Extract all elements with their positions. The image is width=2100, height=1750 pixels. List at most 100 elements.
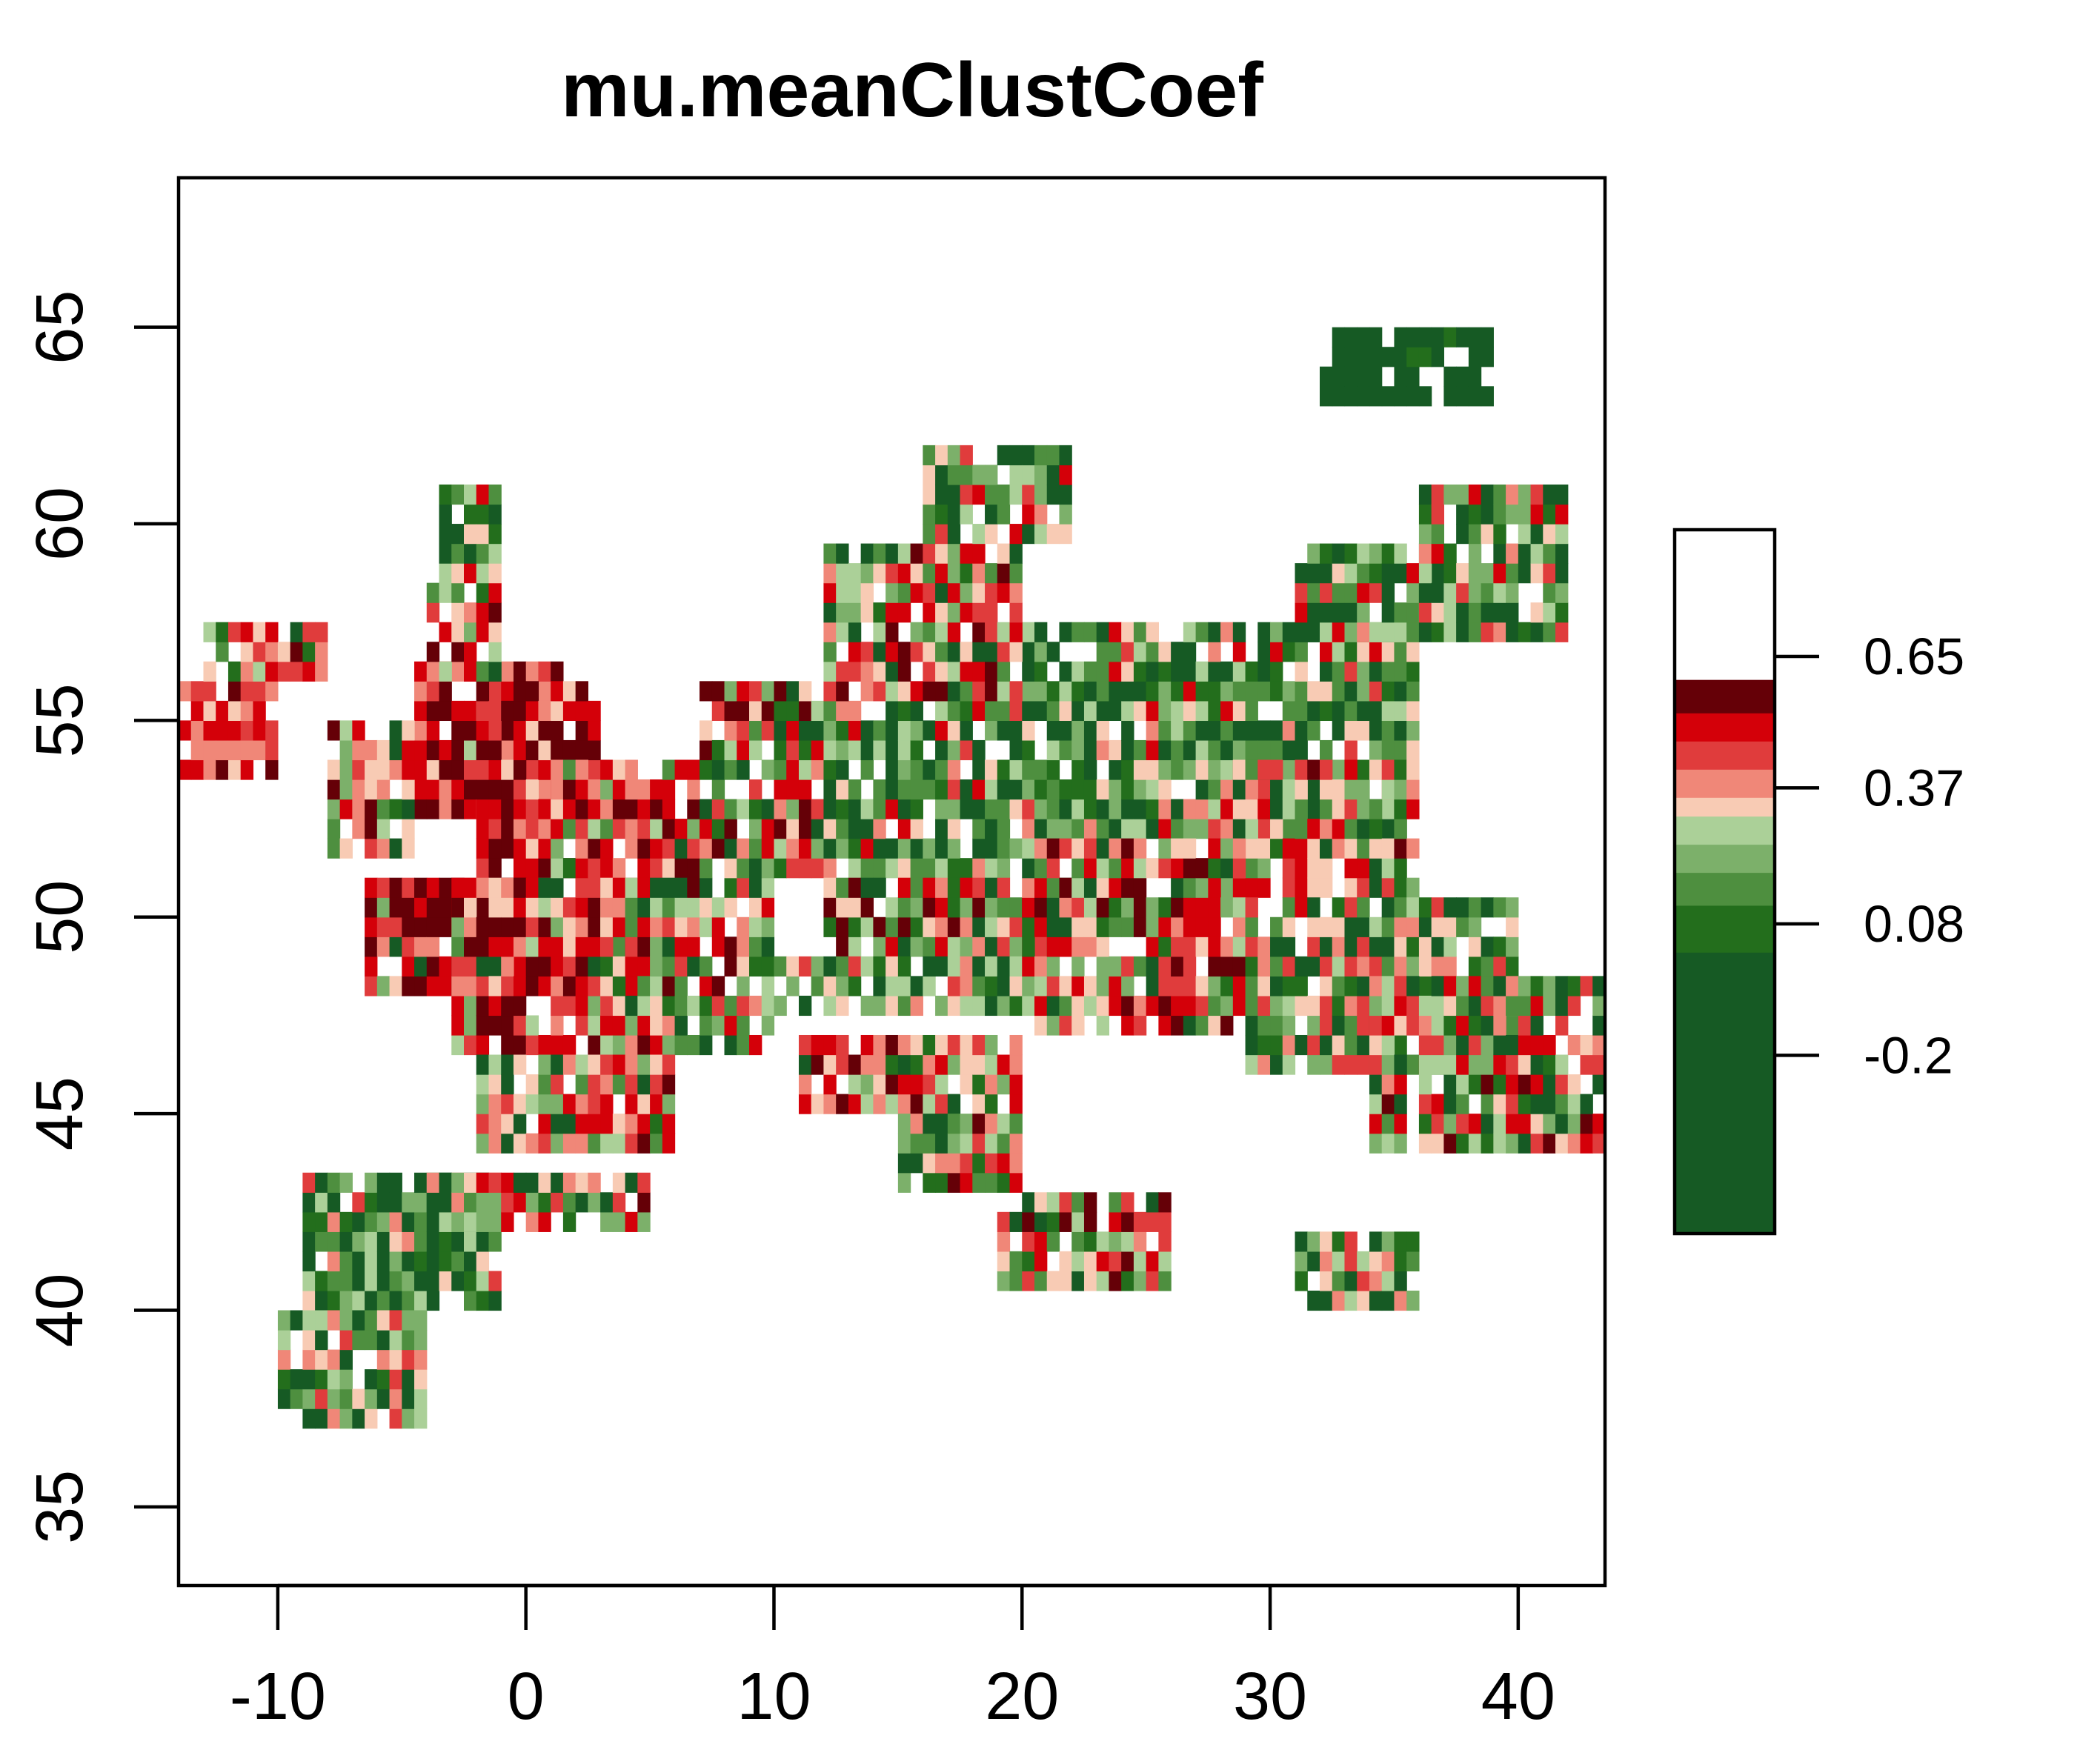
- heatmap-cell: [538, 877, 551, 898]
- heatmap-cell: [600, 858, 614, 879]
- heatmap-cell: [414, 1388, 428, 1409]
- heatmap-cell: [798, 1094, 812, 1114]
- heatmap-cell: [1320, 1231, 1333, 1252]
- heatmap-cell: [302, 1349, 316, 1370]
- heatmap-cell: [1344, 563, 1358, 584]
- heatmap-cell: [1046, 642, 1060, 662]
- heatmap-cell: [1394, 819, 1407, 839]
- heatmap-cell: [1146, 700, 1159, 722]
- heatmap-cell: [1506, 1074, 1519, 1095]
- heatmap-cell: [1543, 1034, 1556, 1056]
- heatmap-cell: [625, 897, 638, 918]
- heatmap-cell: [352, 1290, 365, 1311]
- heatmap-cell: [488, 661, 502, 682]
- heatmap-cell: [426, 1192, 440, 1213]
- heatmap-cell: [1059, 1211, 1072, 1232]
- heatmap-cell: [1022, 779, 1035, 800]
- heatmap-cell: [501, 1074, 514, 1095]
- heatmap-cell: [538, 956, 551, 977]
- heatmap-cell: [985, 995, 998, 1017]
- heatmap-cell: [1320, 1054, 1333, 1075]
- heatmap-cell: [1245, 700, 1258, 722]
- heatmap-cell: [972, 1114, 986, 1134]
- heatmap-cell: [1109, 838, 1122, 859]
- heatmap-cell: [1357, 720, 1370, 741]
- heatmap-cell: [1431, 563, 1444, 584]
- heatmap-cell: [1146, 1192, 1159, 1213]
- heatmap-cell: [972, 484, 986, 505]
- heatmap-cell: [1245, 720, 1258, 741]
- heatmap-cell: [1183, 838, 1197, 859]
- heatmap-cell: [1022, 700, 1035, 722]
- heatmap-cell: [389, 1388, 402, 1409]
- heatmap-cell: [1232, 956, 1246, 977]
- heatmap-cell: [625, 799, 638, 819]
- heatmap-cell: [1406, 1251, 1420, 1272]
- heatmap-cell: [700, 838, 713, 859]
- heatmap-cell: [240, 642, 254, 662]
- heatmap-cell: [551, 799, 564, 819]
- heatmap-cell: [1381, 936, 1395, 957]
- heatmap-cell: [1406, 897, 1420, 918]
- heatmap-cell: [1183, 622, 1197, 642]
- heatmap-cell: [910, 1034, 923, 1056]
- heatmap-cell: [1195, 916, 1209, 937]
- heatmap-cell: [737, 799, 750, 819]
- heatmap-cell: [339, 1369, 353, 1390]
- heatmap-cell: [1381, 976, 1395, 997]
- heatmap-cell: [1146, 739, 1159, 761]
- heatmap-cell: [985, 484, 998, 505]
- heatmap-cell: [674, 897, 688, 918]
- heatmap-cell: [1431, 995, 1444, 1017]
- heatmap-cell: [1443, 1015, 1457, 1036]
- heatmap-cell: [947, 956, 961, 977]
- heatmap-cell: [923, 1153, 936, 1174]
- heatmap-cell: [1220, 759, 1234, 780]
- heatmap-cell: [352, 1388, 365, 1409]
- heatmap-cell: [1493, 995, 1506, 1017]
- heatmap-cell: [823, 877, 837, 898]
- heatmap-cell: [414, 1271, 428, 1291]
- heatmap-cell: [1443, 582, 1457, 603]
- heatmap-cell: [985, 897, 998, 918]
- heatmap-cell: [1406, 799, 1420, 819]
- heatmap-cell: [1046, 877, 1060, 898]
- heatmap-cell: [1071, 995, 1085, 1017]
- heatmap-cell: [488, 1054, 502, 1075]
- heatmap-cell: [749, 681, 762, 702]
- heatmap-cell: [277, 1330, 291, 1351]
- heatmap-cell: [711, 916, 725, 937]
- heatmap-cell: [897, 838, 911, 859]
- heatmap-cell: [1530, 524, 1544, 545]
- heatmap-cell: [277, 1369, 291, 1390]
- heatmap-cell: [960, 642, 973, 662]
- heatmap-cell: [501, 1054, 514, 1075]
- heatmap-cell: [897, 877, 911, 898]
- heatmap-cell: [426, 956, 440, 977]
- heatmap-cell: [910, 916, 923, 937]
- heatmap-cell: [761, 819, 775, 839]
- heatmap-cell: [1307, 779, 1320, 800]
- heatmap-cell: [1034, 1015, 1048, 1036]
- heatmap-cell: [997, 700, 1011, 722]
- heatmap-cell: [414, 1290, 428, 1311]
- heatmap-cell: [749, 936, 762, 957]
- heatmap-cell: [774, 681, 787, 702]
- heatmap-cell: [538, 1054, 551, 1075]
- heatmap-cell: [1158, 661, 1172, 682]
- heatmap-cell: [1022, 1251, 1035, 1272]
- legend-frame: [1672, 528, 1777, 1236]
- heatmap-cell: [1059, 1271, 1072, 1291]
- heatmap-cell: [749, 838, 762, 859]
- heatmap-cell: [923, 976, 936, 997]
- heatmap-cell: [600, 897, 614, 918]
- heatmap-cell: [737, 1015, 750, 1036]
- heatmap-cell: [1096, 681, 1110, 702]
- heatmap-cell: [538, 819, 551, 839]
- heatmap-cell: [1320, 916, 1333, 937]
- heatmap-cell: [1046, 858, 1060, 879]
- heatmap-cell: [290, 1310, 303, 1331]
- heatmap-cell: [439, 524, 452, 545]
- heatmap-cell: [1369, 1015, 1383, 1036]
- heatmap-cell: [1481, 995, 1494, 1017]
